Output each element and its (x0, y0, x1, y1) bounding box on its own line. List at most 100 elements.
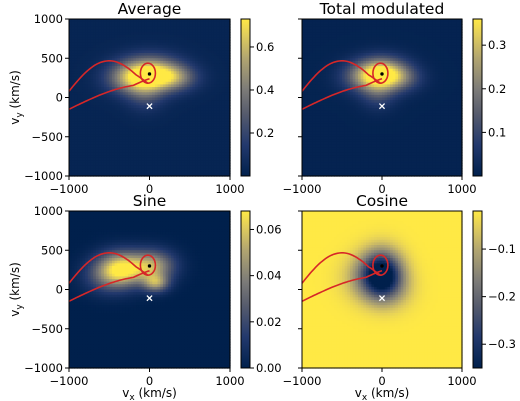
heatmap-cell (103, 26, 108, 31)
heatmap-cell (216, 53, 220, 57)
heatmap-cell (184, 79, 188, 83)
heatmap-cell (138, 110, 143, 114)
heatmap-cell (95, 29, 100, 33)
heatmap-cell (128, 149, 132, 154)
heatmap-cell (203, 89, 207, 93)
heatmap-cell (208, 155, 212, 159)
heatmap-cell (184, 131, 188, 135)
heatmap-cell (168, 29, 172, 33)
heatmap-cell (90, 42, 94, 46)
heatmap-cell (195, 160, 199, 164)
heatmap-cell (221, 152, 226, 156)
heatmap-cell (144, 68, 148, 72)
heatmap-cell (77, 152, 81, 156)
heatmap-cell (111, 53, 116, 57)
heatmap-cell (128, 115, 132, 120)
heatmap-cell (170, 131, 175, 135)
heatmap-cell (358, 19, 362, 23)
heatmap-cell (146, 68, 151, 72)
heatmap-cell (219, 60, 223, 65)
heatmap-cell (416, 24, 420, 28)
heatmap-cell (200, 152, 204, 156)
heatmap-cell (71, 157, 75, 161)
heatmap-cell (200, 24, 204, 28)
heatmap-cell (85, 58, 89, 62)
heatmap-cell (149, 170, 153, 174)
heatmap-cell (392, 19, 396, 23)
heatmap-cell (114, 110, 118, 114)
heatmap-cell (205, 39, 210, 44)
heatmap-cell (130, 102, 134, 106)
heatmap-cell (211, 24, 215, 28)
heatmap-cell (136, 107, 140, 112)
heatmap-cell (146, 19, 151, 23)
heatmap-cell (95, 81, 100, 86)
heatmap-cell (109, 141, 113, 146)
heatmap-cell (87, 126, 92, 130)
heatmap-cell (93, 100, 97, 104)
heatmap-cell (208, 37, 212, 41)
heatmap-cell (216, 29, 220, 33)
heatmap-cell (221, 73, 226, 78)
heatmap-cell (130, 113, 134, 117)
heatmap-cell (152, 68, 156, 72)
heatmap-cell (227, 152, 231, 156)
heatmap-cell (211, 29, 215, 33)
heatmap-cell (95, 121, 100, 125)
heatmap-cell (213, 165, 218, 169)
heatmap-cell (146, 157, 151, 161)
heatmap-cell (77, 173, 81, 177)
heatmap-cell (141, 68, 145, 72)
heatmap-cell (138, 84, 143, 88)
heatmap-cell (122, 168, 126, 172)
heatmap-cell (85, 42, 89, 46)
heatmap-cell (224, 63, 228, 67)
heatmap-cell (173, 79, 177, 83)
heatmap-cell (184, 87, 188, 91)
heatmap-cell (122, 81, 126, 86)
heatmap-cell (187, 149, 191, 154)
heatmap-cell (227, 165, 231, 169)
heatmap-cell (200, 97, 204, 101)
heatmap-cell (168, 170, 172, 174)
heatmap-cell (149, 152, 153, 156)
heatmap-cell (117, 97, 121, 101)
heatmap-cell (211, 165, 215, 169)
heatmap-cell (189, 58, 194, 62)
heatmap-cell (189, 144, 194, 148)
heatmap-cell (71, 71, 75, 75)
heatmap-cell (138, 136, 143, 140)
heatmap-cell (195, 92, 199, 96)
heatmap-cell (221, 110, 226, 114)
heatmap-cell (184, 173, 188, 177)
heatmap-cell (136, 165, 140, 169)
heatmap-cell (189, 87, 194, 91)
heatmap-cell (211, 71, 215, 75)
heatmap-cell (71, 173, 75, 177)
heatmap-cell (200, 123, 204, 127)
heatmap-cell (160, 92, 164, 96)
heatmap-cell (216, 47, 220, 51)
heatmap-cell (106, 47, 110, 51)
heatmap-cell (157, 170, 161, 174)
heatmap-cell (77, 26, 81, 31)
heatmap-cell (205, 155, 210, 159)
heatmap-cell (342, 21, 346, 25)
heatmap-cell (192, 81, 196, 86)
heatmap-cell (154, 149, 159, 154)
heatmap-cell (146, 141, 151, 146)
heatmap-cell (128, 160, 132, 164)
heatmap-cell (136, 42, 140, 46)
heatmap-cell (213, 21, 218, 25)
heatmap-cell (133, 107, 137, 112)
heatmap-cell (152, 89, 156, 93)
heatmap-cell (95, 21, 100, 25)
heatmap-cell (130, 128, 134, 133)
heatmap-cell (227, 139, 231, 143)
heatmap-cell (95, 162, 100, 167)
heatmap-cell (152, 21, 156, 25)
heatmap-cell (162, 79, 167, 83)
heatmap-cell (101, 118, 105, 122)
heatmap-cell (192, 144, 196, 148)
heatmap-cell (149, 32, 153, 36)
